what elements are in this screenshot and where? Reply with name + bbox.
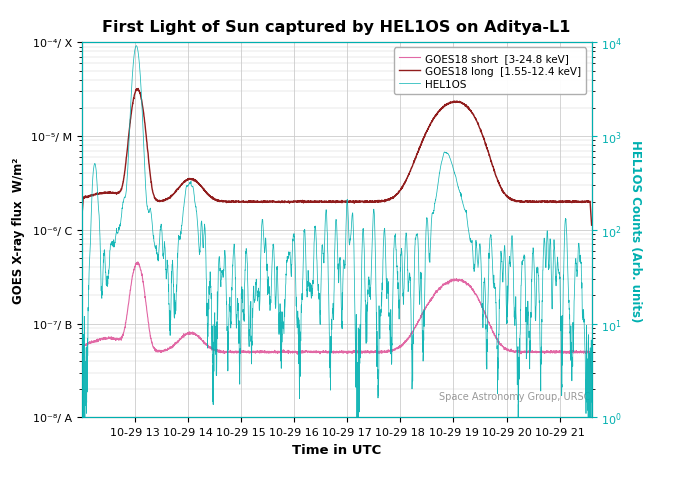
Y-axis label: HEL1OS Counts (Arb. units): HEL1OS Counts (Arb. units) <box>628 139 641 322</box>
Text: Space Astronomy Group, URSC: Space Astronomy Group, URSC <box>439 391 590 401</box>
X-axis label: Time in UTC: Time in UTC <box>292 443 381 456</box>
Y-axis label: GOES X-ray flux  W/m²: GOES X-ray flux W/m² <box>12 157 25 303</box>
Title: First Light of Sun captured by HEL1OS on Aditya-L1: First Light of Sun captured by HEL1OS on… <box>103 20 571 35</box>
Legend: GOES18 short  [3-24.8 keV], GOES18 long  [1.55-12.4 keV], HEL1OS: GOES18 short [3-24.8 keV], GOES18 long [… <box>394 48 586 95</box>
